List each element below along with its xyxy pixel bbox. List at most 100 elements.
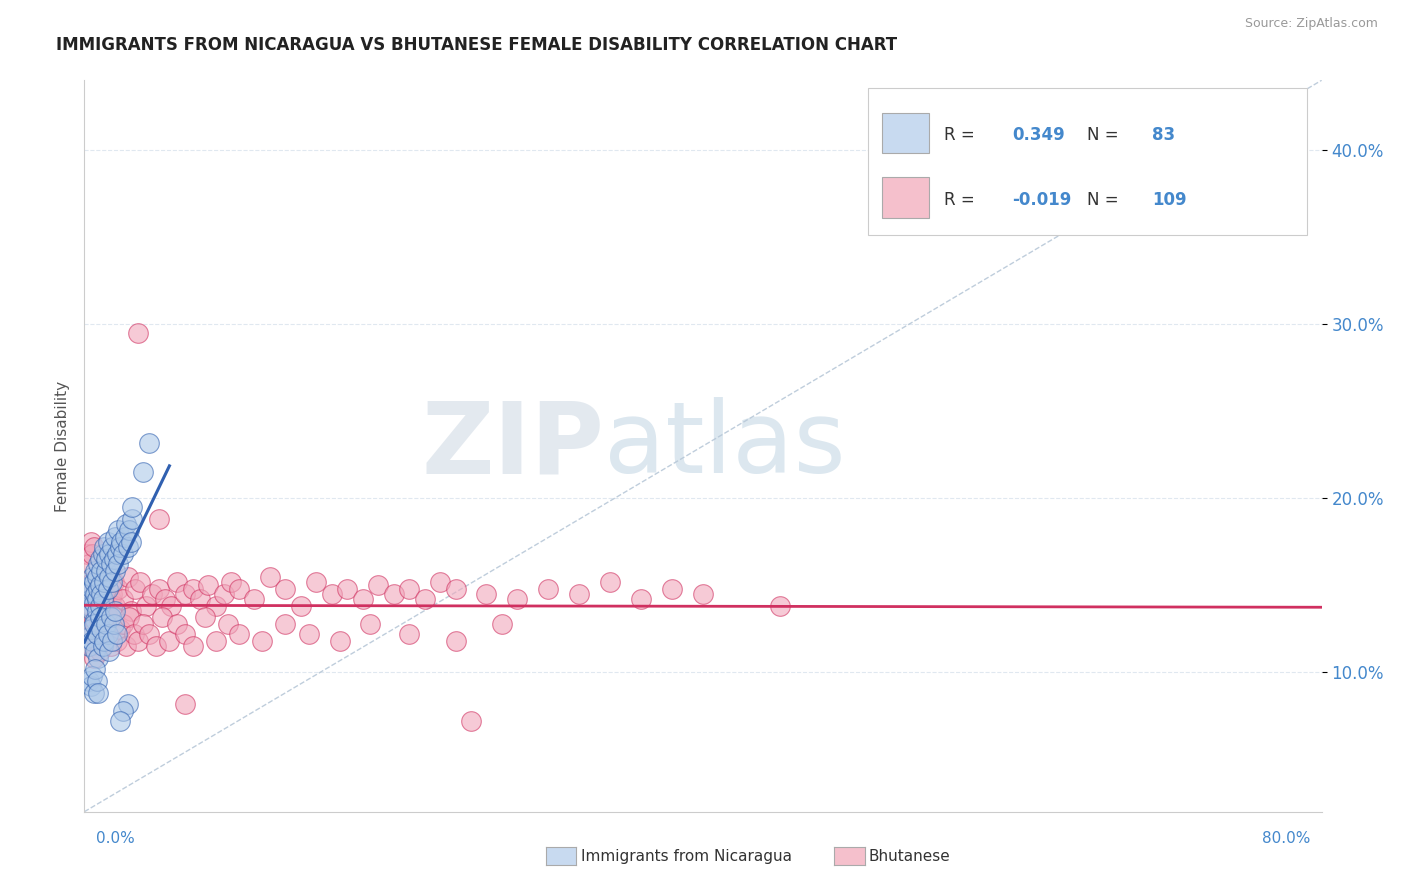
Point: [121, 512, 143, 526]
Point: [105, 634, 128, 648]
Point: [83, 574, 105, 589]
Point: [84, 565, 107, 579]
Point: [105, 547, 128, 561]
Point: [104, 530, 127, 544]
Point: [94, 582, 117, 596]
Point: [360, 616, 382, 631]
Point: [537, 582, 560, 596]
Text: 0.0%: 0.0%: [96, 831, 135, 846]
Point: [90, 616, 112, 631]
Point: [124, 582, 146, 596]
Point: [174, 587, 197, 601]
Point: [367, 578, 389, 592]
Text: R =: R =: [945, 127, 980, 145]
Point: [112, 616, 135, 631]
Point: [103, 574, 125, 589]
Point: [135, 599, 157, 614]
Text: 0.349: 0.349: [1012, 127, 1066, 145]
Point: [77, 674, 100, 689]
Point: [84, 582, 107, 596]
Point: [105, 627, 128, 641]
Text: 80.0%: 80.0%: [1263, 831, 1310, 846]
Point: [108, 540, 131, 554]
Point: [100, 558, 122, 572]
Point: [79, 578, 101, 592]
Point: [290, 599, 312, 614]
Point: [506, 592, 529, 607]
Point: [205, 599, 228, 614]
Point: [599, 574, 621, 589]
Point: [89, 578, 111, 592]
Point: [101, 574, 124, 589]
Point: [120, 604, 142, 618]
Point: [94, 616, 117, 631]
Point: [79, 534, 101, 549]
Point: [100, 609, 122, 624]
Point: [444, 582, 467, 596]
Point: [91, 634, 114, 648]
Point: [132, 465, 155, 479]
Point: [692, 587, 714, 601]
Point: [145, 640, 167, 654]
Point: [84, 616, 107, 631]
Point: [491, 616, 513, 631]
Point: [115, 517, 138, 532]
Point: [76, 587, 98, 601]
Point: [413, 592, 436, 607]
Point: [138, 627, 160, 641]
Point: [86, 592, 108, 607]
Point: [82, 547, 104, 561]
Point: [87, 582, 110, 596]
Point: [90, 587, 112, 601]
Point: [197, 578, 219, 592]
Point: [93, 540, 115, 554]
Point: [79, 640, 101, 654]
Point: [150, 609, 173, 624]
Point: [89, 552, 111, 566]
Point: [274, 582, 297, 596]
Point: [117, 540, 139, 554]
Point: [108, 622, 131, 636]
Point: [104, 599, 127, 614]
Point: [83, 596, 105, 610]
Point: [114, 530, 136, 544]
Point: [79, 679, 101, 693]
Point: [94, 616, 117, 631]
Point: [96, 582, 118, 596]
Point: [228, 627, 250, 641]
Point: [219, 574, 242, 589]
Point: [91, 592, 114, 607]
Point: [352, 592, 374, 607]
Point: [110, 534, 132, 549]
Point: [82, 569, 104, 583]
Point: [107, 558, 129, 572]
Point: [228, 582, 250, 596]
Point: [115, 640, 138, 654]
Point: [96, 534, 118, 549]
Point: [217, 616, 239, 631]
Point: [100, 592, 122, 607]
Point: [127, 326, 149, 340]
Point: [86, 634, 108, 648]
Point: [769, 599, 792, 614]
Point: [460, 714, 482, 728]
Point: [83, 651, 105, 665]
Point: [112, 547, 135, 561]
Point: [89, 578, 111, 592]
Point: [98, 565, 121, 579]
Point: [77, 558, 100, 572]
Point: [83, 540, 105, 554]
Point: [117, 569, 139, 583]
Point: [120, 534, 142, 549]
Point: [87, 604, 110, 618]
Point: [321, 587, 343, 601]
Point: [96, 627, 118, 641]
Point: [76, 547, 98, 561]
Point: [382, 587, 405, 601]
Point: [93, 596, 115, 610]
Point: [77, 640, 100, 654]
Point: [79, 599, 101, 614]
Point: [107, 523, 129, 537]
Point: [181, 582, 204, 596]
Point: [398, 627, 420, 641]
